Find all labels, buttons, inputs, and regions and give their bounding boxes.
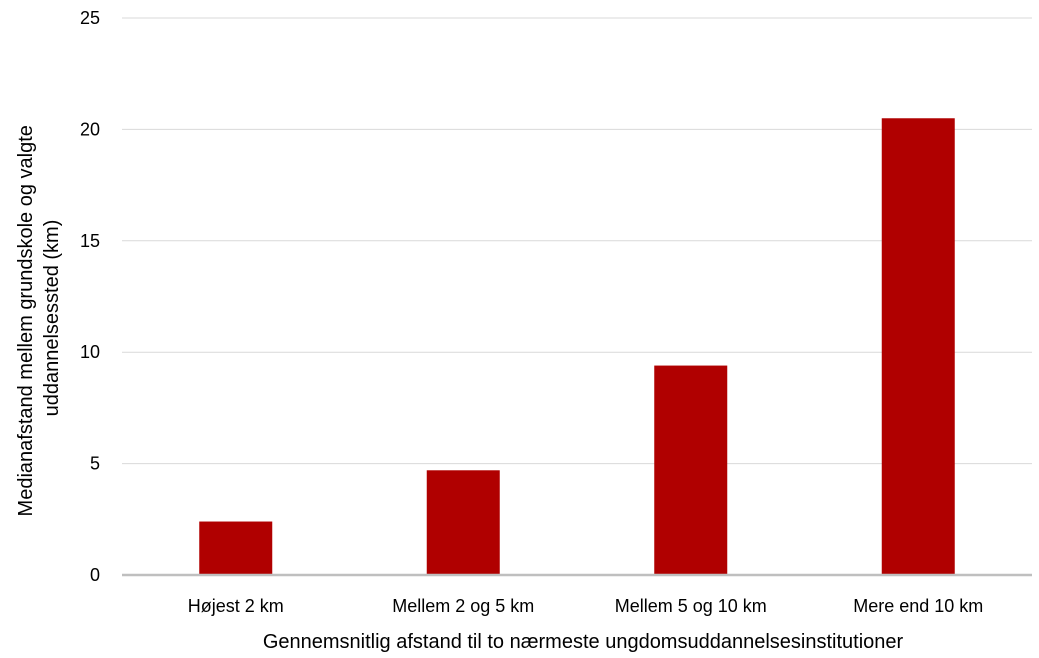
y-tick-label: 0	[90, 565, 100, 585]
y-tick-label: 15	[80, 231, 100, 251]
bar	[881, 118, 955, 575]
x-category-label: Mere end 10 km	[853, 596, 983, 616]
x-category-label: Mellem 2 og 5 km	[392, 596, 534, 616]
y-axis-title: Medianafstand mellem grundskole og valgt…	[15, 120, 63, 517]
bar	[654, 365, 728, 575]
y-tick-label: 20	[80, 119, 100, 139]
x-category-label: Højest 2 km	[188, 596, 284, 616]
gridlines	[122, 17, 1032, 465]
bars	[199, 118, 955, 575]
y-tick-label: 10	[80, 342, 100, 362]
y-tick-label: 25	[80, 8, 100, 28]
y-axis-title-line-1: Medianafstand mellem grundskole og valgt…	[15, 125, 37, 516]
bar	[426, 470, 500, 575]
y-axis-title-line-2: uddannelsessted (km)	[41, 220, 63, 417]
y-axis-ticks: 0 5 10 15 20 25	[80, 8, 100, 585]
y-tick-label: 5	[90, 454, 100, 474]
x-category-label: Mellem 5 og 10 km	[615, 596, 767, 616]
x-axis-title: Gennemsnitlig afstand til to nærmeste un…	[263, 631, 904, 653]
bar	[199, 521, 273, 575]
x-axis-labels: Højest 2 km Mellem 2 og 5 km Mellem 5 og 1…	[188, 596, 984, 616]
